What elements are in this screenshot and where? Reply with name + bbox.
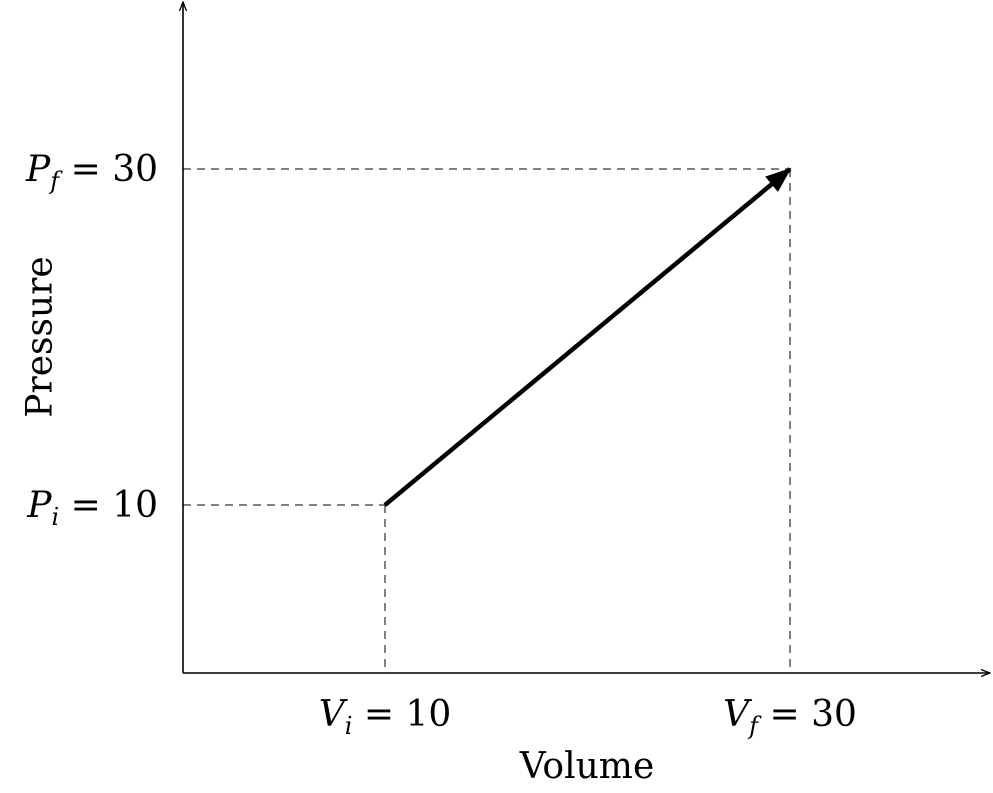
y-tick-label: Pf = 30 [25, 149, 158, 195]
guide-lines [183, 168, 791, 673]
x-tick-label: Vi = 10 [319, 694, 452, 740]
y-axis-label: Pressure [20, 256, 61, 417]
y-tick-label: Pi = 10 [26, 485, 158, 531]
x-axis-label: Volume [519, 746, 655, 787]
x-tick-label: Vf = 30 [723, 694, 857, 740]
y-tick-labels: Pi = 10 Pf = 30 [25, 149, 158, 531]
x-tick-labels: Vi = 10 Vf = 30 [319, 694, 857, 740]
process-arrow-line [383, 167, 792, 507]
